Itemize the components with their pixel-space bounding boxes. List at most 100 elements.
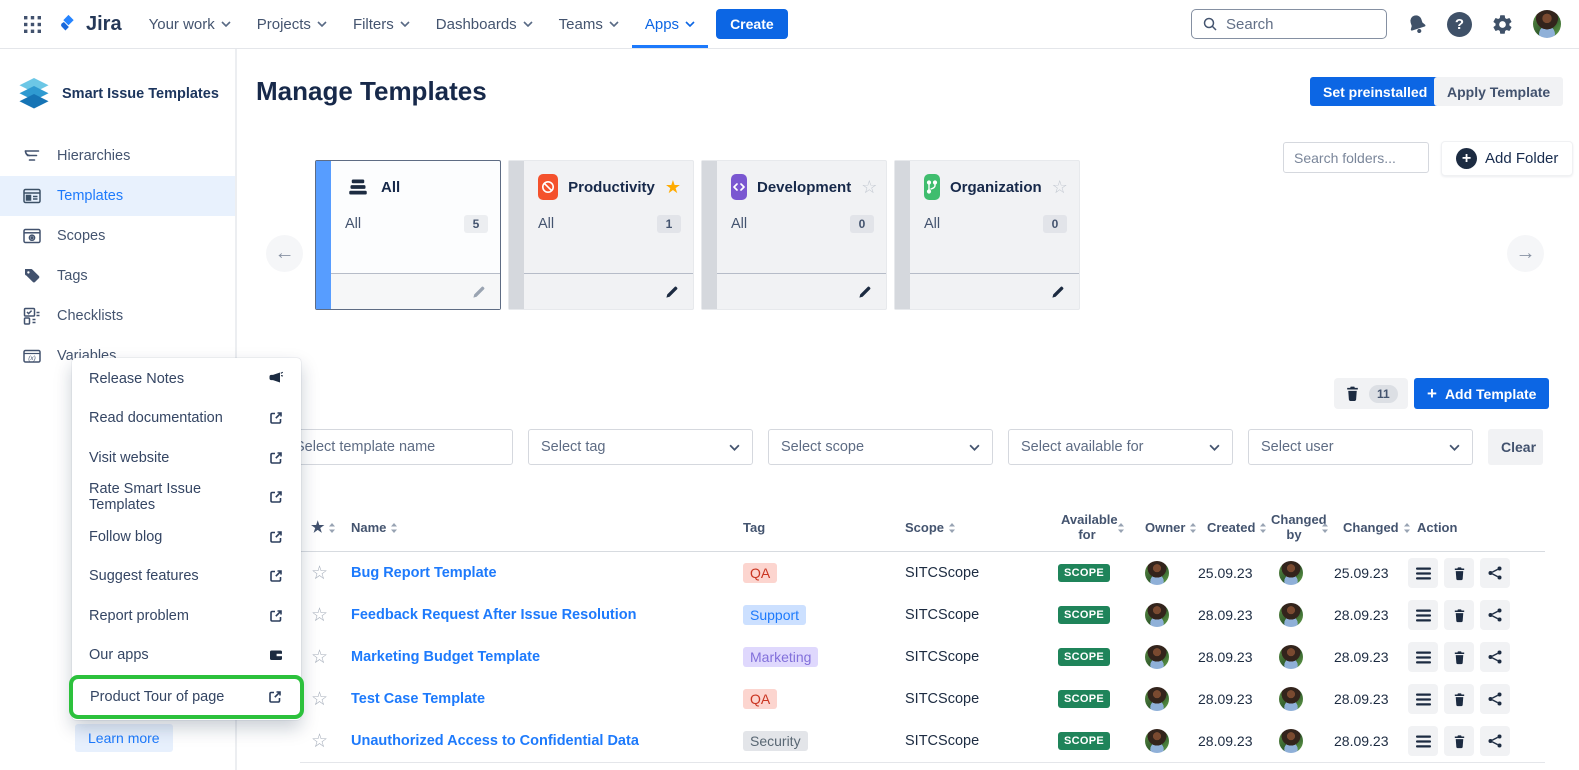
menu-item-visit-website[interactable]: Visit website: [72, 438, 301, 478]
nav-teams[interactable]: Teams: [546, 0, 632, 48]
nav-projects[interactable]: Projects: [244, 0, 340, 48]
star-icon[interactable]: [300, 604, 340, 627]
row-share-button[interactable]: [1480, 642, 1510, 672]
jira-logo[interactable]: Jira: [51, 0, 136, 48]
template-name-link[interactable]: Feedback Request After Issue Resolution: [351, 607, 637, 623]
tag-filter-select[interactable]: Select tag: [528, 429, 753, 465]
star-icon[interactable]: [665, 178, 681, 196]
search-folders-input[interactable]: [1283, 142, 1429, 173]
menu-item-suggest-features[interactable]: Suggest features: [72, 557, 301, 597]
nav-apps[interactable]: Apps: [632, 0, 708, 48]
row-share-button[interactable]: [1480, 684, 1510, 714]
scope-filter-select[interactable]: Select scope: [768, 429, 993, 465]
add-folder-button[interactable]: Add Folder: [1441, 141, 1574, 176]
tag-badge: Security: [743, 731, 808, 751]
star-icon[interactable]: [300, 562, 340, 585]
menu-item-rate-app[interactable]: Rate Smart Issue Templates: [72, 478, 301, 518]
changed-by-avatar[interactable]: [1279, 561, 1303, 585]
app-switcher-icon[interactable]: [14, 0, 51, 48]
create-button[interactable]: Create: [716, 9, 788, 39]
menu-item-read-documentation[interactable]: Read documentation: [72, 399, 301, 439]
sidebar-item-scopes[interactable]: Scopes: [0, 216, 235, 256]
row-menu-button[interactable]: [1408, 600, 1438, 630]
nav-dashboards[interactable]: Dashboards: [423, 0, 546, 48]
column-changed[interactable]: Changed: [1332, 520, 1410, 536]
carousel-right-arrow-icon[interactable]: [1507, 235, 1544, 272]
bulk-delete-button[interactable]: 11: [1334, 378, 1408, 409]
menu-item-release-notes[interactable]: Release Notes: [72, 359, 301, 399]
owner-avatar[interactable]: [1145, 729, 1169, 753]
row-menu-button[interactable]: [1408, 726, 1438, 756]
row-menu-button[interactable]: [1408, 558, 1438, 588]
row-delete-button[interactable]: [1444, 726, 1474, 756]
clear-filters-button[interactable]: Clear: [1488, 429, 1543, 465]
row-menu-button[interactable]: [1408, 642, 1438, 672]
row-delete-button[interactable]: [1444, 558, 1474, 588]
edit-pencil-icon[interactable]: [472, 284, 487, 299]
row-delete-button[interactable]: [1444, 642, 1474, 672]
row-delete-button[interactable]: [1444, 684, 1474, 714]
notifications-bell-icon[interactable]: [1406, 13, 1428, 35]
owner-avatar[interactable]: [1145, 687, 1169, 711]
template-name-filter-input[interactable]: [283, 429, 513, 465]
carousel-left-arrow-icon[interactable]: [266, 235, 303, 272]
owner-avatar[interactable]: [1145, 645, 1169, 669]
changed-by-avatar[interactable]: [1279, 687, 1303, 711]
row-menu-button[interactable]: [1408, 684, 1438, 714]
menu-item-product-tour[interactable]: Product Tour of page: [69, 675, 304, 719]
available-for-filter-select[interactable]: Select available for: [1008, 429, 1233, 465]
changed-by-avatar[interactable]: [1279, 729, 1303, 753]
menu-item-our-apps[interactable]: Our apps: [72, 636, 301, 676]
template-name-link[interactable]: Bug Report Template: [351, 565, 497, 581]
sidebar-item-checklists[interactable]: Checklists: [0, 296, 235, 336]
menu-item-follow-blog[interactable]: Follow blog: [72, 517, 301, 557]
column-owner[interactable]: Owner: [1134, 520, 1197, 536]
add-template-button[interactable]: + Add Template: [1414, 378, 1550, 409]
row-delete-button[interactable]: [1444, 600, 1474, 630]
star-icon[interactable]: [861, 178, 877, 196]
column-changed-by[interactable]: Changed by: [1268, 512, 1332, 543]
star-icon[interactable]: [300, 688, 340, 711]
star-icon[interactable]: [300, 646, 340, 669]
template-name-link[interactable]: Unauthorized Access to Confidential Data: [351, 733, 639, 749]
edit-pencil-icon[interactable]: [1051, 284, 1066, 299]
column-name[interactable]: Name: [340, 520, 732, 536]
owner-avatar[interactable]: [1145, 603, 1169, 627]
column-created[interactable]: Created: [1196, 520, 1268, 536]
row-share-button[interactable]: [1480, 600, 1510, 630]
star-icon[interactable]: [300, 730, 340, 753]
nav-filters[interactable]: Filters: [340, 0, 423, 48]
owner-avatar[interactable]: [1145, 561, 1169, 585]
column-scope[interactable]: Scope: [894, 520, 1052, 536]
changed-by-avatar[interactable]: [1279, 645, 1303, 669]
nav-your-work[interactable]: Your work: [136, 0, 244, 48]
help-icon[interactable]: [1447, 11, 1472, 37]
folder-card-development[interactable]: Development All 0: [701, 160, 887, 310]
menu-item-report-problem[interactable]: Report problem: [72, 596, 301, 636]
learn-more-button[interactable]: Learn more: [75, 724, 173, 752]
column-star[interactable]: ★: [300, 519, 340, 536]
user-avatar[interactable]: [1533, 10, 1561, 38]
sidebar-item-templates[interactable]: Templates: [0, 176, 235, 216]
edit-pencil-icon[interactable]: [858, 284, 873, 299]
template-name-link[interactable]: Marketing Budget Template: [351, 649, 541, 665]
changed-by-avatar[interactable]: [1279, 603, 1303, 627]
user-filter-select[interactable]: Select user: [1248, 429, 1473, 465]
nav-label: Dashboards: [435, 15, 517, 33]
row-share-button[interactable]: [1480, 726, 1510, 756]
star-icon[interactable]: [1052, 178, 1068, 196]
set-preinstalled-button[interactable]: Set preinstalled: [1310, 77, 1441, 106]
global-search-input[interactable]: Search: [1191, 9, 1387, 39]
template-name-link[interactable]: Test Case Template: [351, 691, 486, 707]
edit-pencil-icon[interactable]: [665, 284, 680, 299]
settings-gear-icon[interactable]: [1491, 13, 1514, 36]
folder-card-organization[interactable]: Organization All 0: [894, 160, 1080, 310]
share-icon: [1488, 692, 1502, 706]
row-share-button[interactable]: [1480, 558, 1510, 588]
folder-card-productivity[interactable]: Productivity All 1: [508, 160, 694, 310]
column-available-for[interactable]: Available for: [1052, 512, 1134, 543]
sidebar-item-hierarchies[interactable]: Hierarchies: [0, 136, 235, 176]
apply-template-button[interactable]: Apply Template: [1434, 77, 1564, 106]
sidebar-item-tags[interactable]: Tags: [0, 256, 235, 296]
folder-card-all[interactable]: All All 5: [315, 160, 501, 310]
